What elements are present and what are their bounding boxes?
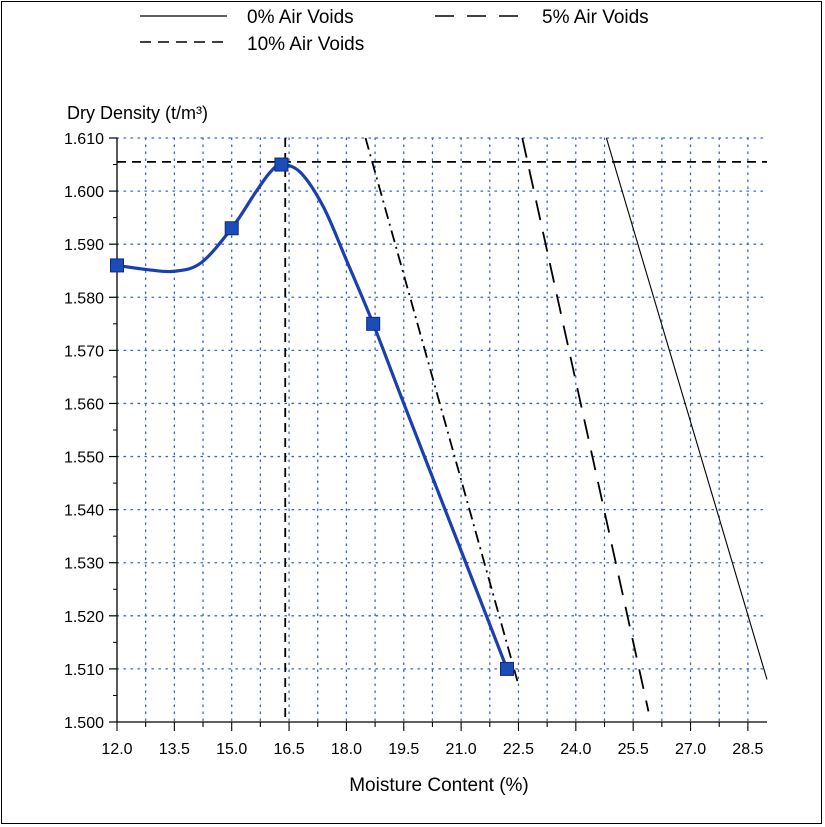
x-tick-label: 25.5 xyxy=(618,741,649,758)
y-tick-label: 1.540 xyxy=(64,503,104,520)
x-tick-label: 27.0 xyxy=(675,741,706,758)
x-tick-label: 15.0 xyxy=(216,741,247,758)
x-tick-label: 16.5 xyxy=(273,741,304,758)
y-tick-label: 1.590 xyxy=(64,237,104,254)
x-axis-title: Moisture Content (%) xyxy=(349,775,529,796)
data-point-marker xyxy=(274,157,289,172)
y-tick-label: 1.510 xyxy=(64,662,104,679)
legend: 0% Air Voids 5% Air Voids 10% Air Voids xyxy=(140,7,649,55)
x-tick-label: 18.0 xyxy=(331,741,362,758)
air-void-line-5pct xyxy=(521,137,650,712)
y-tick-label: 1.610 xyxy=(64,131,104,148)
air-void-lines xyxy=(364,137,768,712)
air-void-line-0pct xyxy=(605,137,768,680)
legend-label-10pct: 10% Air Voids xyxy=(247,34,364,55)
data-point-marker xyxy=(224,221,239,236)
x-tick-label: 24.0 xyxy=(560,741,591,758)
y-tick-label: 1.550 xyxy=(64,450,104,467)
axes xyxy=(109,137,767,731)
y-tick-label: 1.560 xyxy=(64,396,104,413)
y-axis-title: Dry Density (t/m³) xyxy=(67,103,208,123)
legend-label-0pct: 0% Air Voids xyxy=(247,7,354,28)
x-tick-label: 19.5 xyxy=(388,741,419,758)
x-tick-labels: 12.0 13.5 15.0 16.5 18.0 19.5 21.0 22.5 24.0 25.5… xyxy=(101,741,763,758)
x-tick-label: 12.0 xyxy=(101,741,132,758)
y-tick-labels: 1.500 1.510 1.520 1.530 1.540 1.550 1.560 1.570… xyxy=(64,131,104,732)
x-tick-label: 13.5 xyxy=(159,741,190,758)
compaction-curve-path xyxy=(116,162,509,670)
y-tick-label: 1.500 xyxy=(64,715,104,732)
x-tick-label: 21.0 xyxy=(446,741,477,758)
y-tick-label: 1.530 xyxy=(64,556,104,573)
y-tick-label: 1.600 xyxy=(64,184,104,201)
compaction-curve xyxy=(116,162,509,670)
data-markers xyxy=(110,157,514,676)
grid xyxy=(116,137,768,723)
x-tick-label: 28.5 xyxy=(732,741,763,758)
air-void-line-10pct xyxy=(364,137,520,686)
y-tick-label: 1.520 xyxy=(64,609,104,626)
data-point-marker xyxy=(500,661,514,676)
y-tick-label: 1.580 xyxy=(64,290,104,307)
reference-lines xyxy=(117,138,767,722)
legend-label-5pct: 5% Air Voids xyxy=(542,7,649,28)
x-tick-label: 22.5 xyxy=(503,741,534,758)
y-tick-label: 1.570 xyxy=(64,343,104,360)
data-point-marker xyxy=(110,258,124,273)
data-point-marker xyxy=(366,316,381,331)
